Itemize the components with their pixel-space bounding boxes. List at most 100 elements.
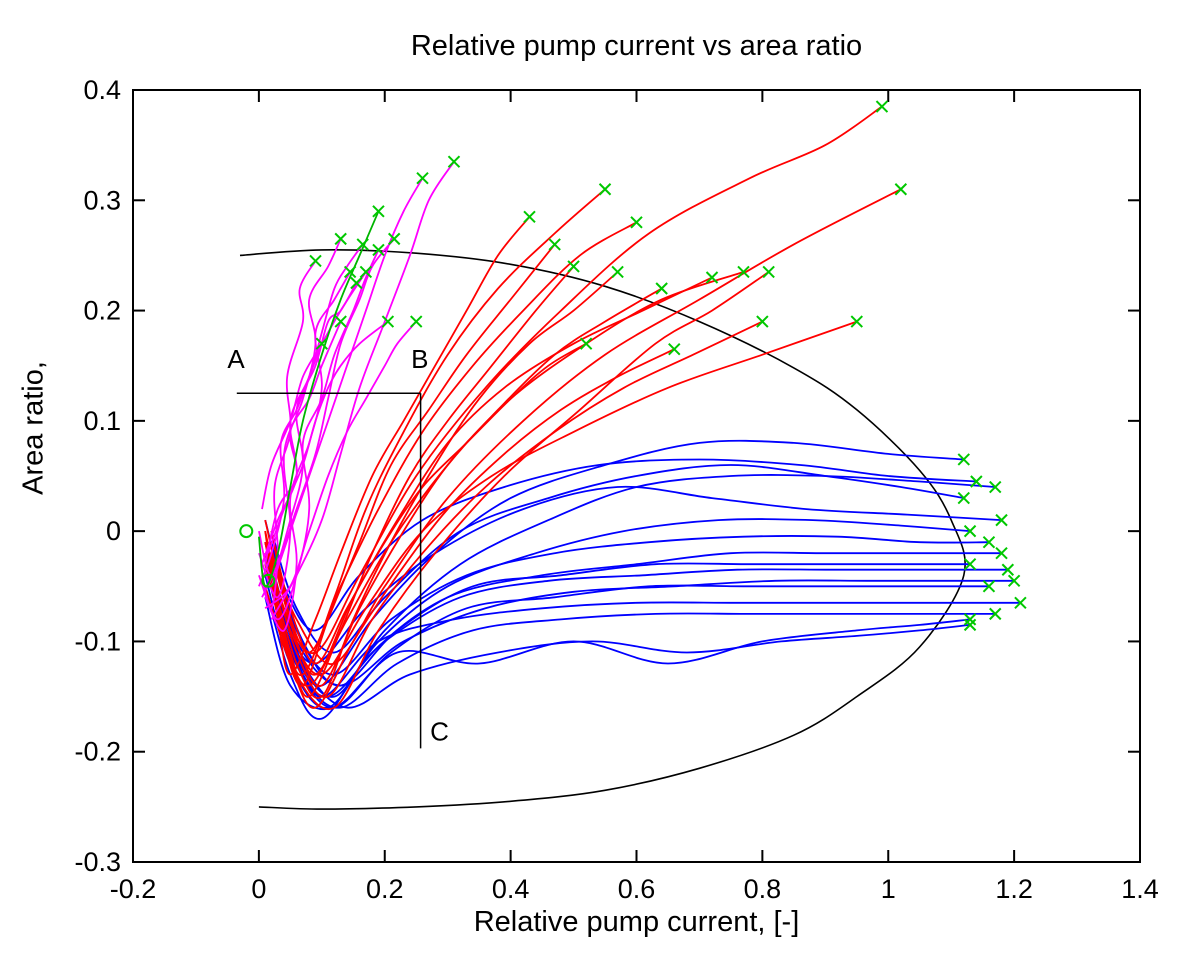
end-marker-x xyxy=(762,265,775,279)
end-marker-x xyxy=(579,337,593,350)
boundary-curve xyxy=(239,249,966,810)
end-marker-x xyxy=(963,524,977,538)
trajectory-blue xyxy=(270,575,989,709)
trajectory-magenta xyxy=(270,177,424,587)
trajectory-red xyxy=(270,188,902,665)
x-tick-label: 1.2 xyxy=(995,874,1033,904)
end-marker-x xyxy=(1014,596,1027,610)
y-tick-label: -0.2 xyxy=(74,737,121,767)
y-tick-label: -0.3 xyxy=(74,847,121,877)
end-marker-x xyxy=(372,243,385,257)
trajectory-red xyxy=(270,271,770,711)
end-marker-x xyxy=(963,558,977,571)
y-tick-label: 0 xyxy=(106,516,121,546)
annotation-label-b: B xyxy=(411,344,428,374)
trajectory-blue xyxy=(270,535,989,676)
end-marker-x xyxy=(630,216,643,229)
end-marker-x xyxy=(995,513,1008,527)
trajectory-magenta xyxy=(270,161,455,620)
end-marker-x xyxy=(875,100,889,113)
trajectory-red xyxy=(264,221,637,654)
end-marker-x xyxy=(416,172,429,185)
end-marker-x xyxy=(359,265,373,279)
end-marker-x xyxy=(523,210,536,224)
trajectory-red xyxy=(270,287,663,688)
trajectory-red xyxy=(270,243,556,687)
trajectory-red xyxy=(270,320,763,699)
end-marker-x xyxy=(343,265,357,279)
end-marker-x xyxy=(982,535,996,549)
trajectory-red xyxy=(264,265,575,698)
x-tick-label: 1.4 xyxy=(1121,874,1159,904)
trajectory-blue xyxy=(270,575,971,709)
end-marker-x xyxy=(447,155,461,168)
x-axis-label: Relative pump current, [-] xyxy=(473,906,800,938)
end-marker-x xyxy=(567,260,580,273)
x-tick-label: 0 xyxy=(251,874,266,904)
end-marker-x xyxy=(894,183,908,196)
start-marker-o xyxy=(239,524,254,539)
end-marker-x xyxy=(655,282,668,295)
y-tick-label: 0.1 xyxy=(83,406,121,436)
end-marker-x xyxy=(381,315,395,328)
y-tick-label: 0.3 xyxy=(83,185,121,215)
x-tick-label: 0.4 xyxy=(492,874,530,904)
trajectory-red xyxy=(264,348,675,709)
trajectory-red xyxy=(264,105,883,654)
end-marker-x xyxy=(963,618,977,632)
end-marker-x xyxy=(756,315,769,328)
trajectory-blue xyxy=(264,458,977,632)
end-marker-x xyxy=(356,238,369,251)
trajectory-magenta xyxy=(258,249,380,621)
annotation-label-a: A xyxy=(227,344,245,374)
trajectory-blue xyxy=(264,563,1008,698)
end-marker-x xyxy=(350,276,363,290)
trajectory-magenta xyxy=(258,238,342,599)
end-marker-x xyxy=(995,546,1008,560)
x-tick-label: 0.6 xyxy=(618,874,656,904)
end-marker-x xyxy=(989,480,1002,494)
trajectory-magenta xyxy=(261,238,395,598)
start-marker-o xyxy=(261,573,276,588)
end-marker-x xyxy=(315,337,329,350)
end-marker-x xyxy=(598,183,612,196)
trajectory-magenta xyxy=(261,271,367,510)
end-marker-x xyxy=(1001,563,1015,576)
trajectory-magenta xyxy=(264,321,342,565)
end-marker-x xyxy=(548,238,561,251)
y-tick-label: 0.4 xyxy=(83,75,121,105)
trajectory-red xyxy=(264,216,531,676)
end-marker-x xyxy=(705,271,719,284)
x-tick-label: 0.2 xyxy=(366,874,404,904)
trajectory-blue xyxy=(270,563,1015,687)
x-tick-label: 1 xyxy=(881,874,896,904)
trajectory-red xyxy=(270,342,587,665)
x-tick-label: 0.8 xyxy=(744,874,782,904)
end-marker-x xyxy=(1007,574,1021,587)
end-marker-x xyxy=(668,342,681,356)
trajectory-red xyxy=(264,320,858,676)
end-marker-x xyxy=(410,315,423,328)
trajectory-red xyxy=(270,271,619,699)
chart-title: Relative pump current vs area ratio xyxy=(410,30,863,62)
end-marker-x xyxy=(309,254,322,268)
end-marker-x xyxy=(850,315,863,328)
trajectory-blue xyxy=(264,551,1002,720)
y-tick-label: 0.2 xyxy=(83,296,121,326)
end-marker-x xyxy=(334,232,347,246)
x-tick-label: -0.2 xyxy=(110,874,157,904)
trajectory-blue xyxy=(270,586,996,709)
end-marker-x xyxy=(372,205,385,218)
end-marker-x xyxy=(334,315,347,328)
end-marker-x xyxy=(957,491,970,505)
end-marker-x xyxy=(387,232,401,246)
end-marker-x xyxy=(970,475,983,488)
end-marker-x xyxy=(737,265,750,279)
end-marker-x xyxy=(963,613,977,626)
annotation-label-c: C xyxy=(430,717,449,747)
y-tick-label: -0.1 xyxy=(74,626,121,656)
end-marker-x xyxy=(611,265,624,279)
end-marker-x xyxy=(982,580,996,593)
